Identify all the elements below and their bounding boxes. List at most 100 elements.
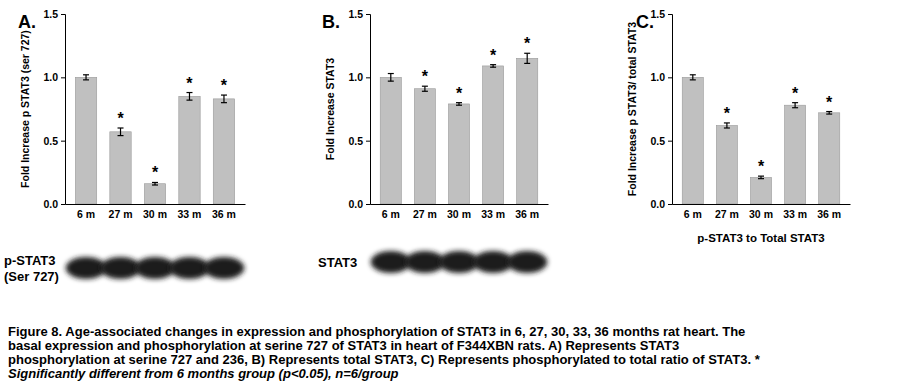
axis-title: p-STAT3 to Total STAT3 <box>697 232 824 244</box>
tick: 1.0 <box>43 71 65 83</box>
error-cap <box>690 74 696 75</box>
significance-marker: * <box>152 164 159 181</box>
error-cap <box>792 107 798 108</box>
tick-label: 36 m <box>212 208 236 220</box>
tick-label: 0.5 <box>43 135 58 147</box>
plot-area <box>75 75 234 204</box>
tick: 30 m <box>749 204 773 220</box>
error-cap <box>118 127 124 128</box>
tick-mark <box>668 77 672 78</box>
axis-title: Fold Increase STAT3 <box>324 58 336 160</box>
y-axis: 0.00.51.01.5 <box>348 8 370 210</box>
error-cap <box>186 100 192 101</box>
caption-line: Figure 8. Age-associated changes in expr… <box>8 324 745 339</box>
axis-line <box>66 204 246 205</box>
axis-line <box>673 204 851 205</box>
y-axis: 0.00.51.01.5 <box>650 8 672 210</box>
significance-marker: * <box>724 105 731 122</box>
error-cap <box>186 92 192 93</box>
bar <box>448 104 469 204</box>
error-cap <box>83 79 89 80</box>
bar <box>75 77 96 204</box>
significance-marker: * <box>456 85 463 102</box>
tick-mark <box>668 14 672 15</box>
axis-line <box>366 15 371 205</box>
tick-label: 27 m <box>413 208 437 220</box>
bar <box>179 96 200 204</box>
panel: 0.00.51.01.56 m27 m30 m33 m36 m****C.Fol… <box>626 8 851 244</box>
caption-text: basal expression and phosphorylation at … <box>8 338 679 353</box>
tick-label: 6 m <box>382 208 400 220</box>
significance-marker: * <box>826 94 833 111</box>
caption-line: phosphorylation at serine 727 and 236, B… <box>8 352 761 367</box>
tick-label: 1.0 <box>650 71 665 83</box>
error-stem <box>189 93 190 101</box>
panel: 0.00.51.01.56 m27 m30 m33 m36 m****A.Fol… <box>4 8 246 284</box>
tick-label: 1.0 <box>43 71 58 83</box>
panel: 0.00.51.01.56 m27 m30 m33 m36 m****B.Fol… <box>318 8 549 273</box>
tick-label: 27 m <box>715 208 739 220</box>
tick: 6 m <box>382 204 400 220</box>
caption-line: Significantly different from 6 months gr… <box>8 366 399 381</box>
significance-marker: * <box>490 47 497 64</box>
bar <box>517 58 538 204</box>
error-bar <box>186 93 192 101</box>
error-cap <box>221 94 227 95</box>
error-cap <box>524 63 530 64</box>
tick-mark <box>366 141 370 142</box>
error-bar <box>388 74 394 82</box>
bar <box>483 66 504 204</box>
panel-label: C. <box>636 12 654 32</box>
error-bar <box>792 103 798 108</box>
tick-mark <box>61 14 65 15</box>
error-cap <box>758 176 764 177</box>
tick: 6 m <box>684 204 702 220</box>
blot-image <box>371 251 548 273</box>
tick-label: 33 m <box>178 208 202 220</box>
error-bar <box>758 176 764 179</box>
bar <box>819 113 840 204</box>
error-stem <box>424 86 425 91</box>
panel-label: A. <box>18 12 36 32</box>
panel-label: B. <box>322 12 340 32</box>
error-cap <box>83 74 89 75</box>
blot-image <box>66 257 245 279</box>
tick: 0.5 <box>43 135 65 147</box>
error-cap <box>118 135 124 136</box>
tick-label: 36 m <box>515 208 539 220</box>
tick-label: 33 m <box>481 208 505 220</box>
error-stem <box>794 103 795 108</box>
tick: 30 m <box>143 204 167 220</box>
tick: 6 m <box>77 204 95 220</box>
tick-label: 0.5 <box>348 135 363 147</box>
error-cap <box>524 53 530 54</box>
x-axis: 6 m27 m30 m33 m36 m <box>673 204 851 220</box>
bar <box>213 99 234 204</box>
error-cap <box>724 127 730 128</box>
bar <box>682 77 703 204</box>
significance-marker: * <box>758 158 765 175</box>
axis-title: Fold Increase p STAT3 (ser 727) <box>19 30 31 188</box>
blot-label: p-STAT3 <box>4 253 56 268</box>
bar <box>716 125 737 204</box>
caption: Figure 8. Age-associated changes in expr… <box>8 324 761 381</box>
error-bar <box>118 128 124 136</box>
bar <box>750 177 771 204</box>
plot-area <box>682 75 840 204</box>
caption-line: basal expression and phosphorylation at … <box>8 338 679 353</box>
tick: 27 m <box>413 204 437 220</box>
tick-mark <box>366 204 370 205</box>
error-bar <box>422 86 428 91</box>
error-bar <box>690 75 696 80</box>
tick: 0.5 <box>348 135 370 147</box>
tick: 1.0 <box>348 71 370 83</box>
tick: 33 m <box>481 204 505 220</box>
tick: 0.0 <box>43 198 65 210</box>
x-axis: 6 m27 m30 m33 m36 m <box>66 204 246 220</box>
error-cap <box>758 178 764 179</box>
blot-label: STAT3 <box>318 255 357 270</box>
error-cap <box>422 91 428 92</box>
tick-label: 6 m <box>77 208 95 220</box>
tick-mark <box>668 141 672 142</box>
error-stem <box>85 75 86 80</box>
